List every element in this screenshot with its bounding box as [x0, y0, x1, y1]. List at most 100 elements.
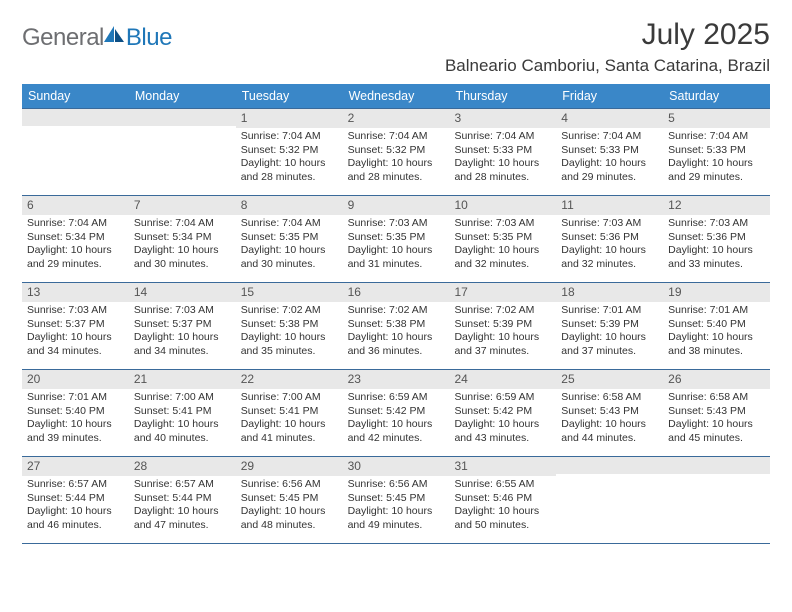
day-content: Sunrise: 7:04 AMSunset: 5:32 PMDaylight:…: [236, 128, 343, 188]
week-row: 6Sunrise: 7:04 AMSunset: 5:34 PMDaylight…: [22, 195, 770, 282]
day-info-line: Daylight: 10 hours: [241, 157, 338, 170]
day-info-line: and 40 minutes.: [134, 432, 231, 445]
day-info-line: Daylight: 10 hours: [134, 505, 231, 518]
day-content: Sunrise: 6:56 AMSunset: 5:45 PMDaylight:…: [236, 476, 343, 536]
day-info-line: Daylight: 10 hours: [454, 157, 551, 170]
day-number: 14: [129, 283, 236, 302]
day-info-line: Daylight: 10 hours: [27, 505, 124, 518]
day-info-line: Sunrise: 7:00 AM: [134, 391, 231, 404]
day-info-line: Sunset: 5:44 PM: [27, 492, 124, 505]
day-info-line: Sunset: 5:36 PM: [668, 231, 765, 244]
day-content: Sunrise: 7:00 AMSunset: 5:41 PMDaylight:…: [236, 389, 343, 449]
day-cell: 9Sunrise: 7:03 AMSunset: 5:35 PMDaylight…: [343, 196, 450, 282]
day-info-line: Sunrise: 7:04 AM: [27, 217, 124, 230]
day-info-line: Sunset: 5:33 PM: [561, 144, 658, 157]
calendar-grid: SundayMondayTuesdayWednesdayThursdayFrid…: [22, 84, 770, 544]
day-info-line: Daylight: 10 hours: [454, 418, 551, 431]
day-of-week-header-row: SundayMondayTuesdayWednesdayThursdayFrid…: [22, 84, 770, 108]
day-content: Sunrise: 6:59 AMSunset: 5:42 PMDaylight:…: [343, 389, 450, 449]
day-cell: 31Sunrise: 6:55 AMSunset: 5:46 PMDayligh…: [449, 457, 556, 543]
day-info-line: Sunrise: 7:04 AM: [668, 130, 765, 143]
day-info-line: Sunset: 5:43 PM: [561, 405, 658, 418]
day-info-line: and 39 minutes.: [27, 432, 124, 445]
day-info-line: Sunset: 5:44 PM: [134, 492, 231, 505]
day-number: 17: [449, 283, 556, 302]
day-number: 2: [343, 109, 450, 128]
day-number: 1: [236, 109, 343, 128]
day-of-week-header: Thursday: [449, 84, 556, 108]
day-content: Sunrise: 7:04 AMSunset: 5:33 PMDaylight:…: [449, 128, 556, 188]
day-content: Sunrise: 7:01 AMSunset: 5:40 PMDaylight:…: [663, 302, 770, 362]
day-info-line: Daylight: 10 hours: [561, 331, 658, 344]
day-content: Sunrise: 7:04 AMSunset: 5:34 PMDaylight:…: [22, 215, 129, 275]
day-info-line: Daylight: 10 hours: [348, 331, 445, 344]
day-info-line: and 49 minutes.: [348, 519, 445, 532]
week-row: 13Sunrise: 7:03 AMSunset: 5:37 PMDayligh…: [22, 282, 770, 369]
day-info-line: Sunset: 5:37 PM: [27, 318, 124, 331]
day-content: Sunrise: 7:01 AMSunset: 5:39 PMDaylight:…: [556, 302, 663, 362]
day-info-line: and 46 minutes.: [27, 519, 124, 532]
day-cell: 27Sunrise: 6:57 AMSunset: 5:44 PMDayligh…: [22, 457, 129, 543]
day-info-line: Sunrise: 7:03 AM: [668, 217, 765, 230]
day-info-line: and 28 minutes.: [241, 171, 338, 184]
day-cell: 29Sunrise: 6:56 AMSunset: 5:45 PMDayligh…: [236, 457, 343, 543]
day-info-line: and 45 minutes.: [668, 432, 765, 445]
day-info-line: Sunset: 5:38 PM: [241, 318, 338, 331]
day-of-week-header: Friday: [556, 84, 663, 108]
day-info-line: Daylight: 10 hours: [668, 244, 765, 257]
day-info-line: Sunrise: 7:02 AM: [454, 304, 551, 317]
logo-text-blue: Blue: [126, 24, 172, 52]
day-content: Sunrise: 6:56 AMSunset: 5:45 PMDaylight:…: [343, 476, 450, 536]
day-number: 25: [556, 370, 663, 389]
day-number: [663, 457, 770, 474]
day-number: 11: [556, 196, 663, 215]
location-subtitle: Balneario Camboriu, Santa Catarina, Braz…: [445, 56, 770, 76]
day-cell: 1Sunrise: 7:04 AMSunset: 5:32 PMDaylight…: [236, 109, 343, 195]
day-content: Sunrise: 7:04 AMSunset: 5:33 PMDaylight:…: [556, 128, 663, 188]
day-number: 7: [129, 196, 236, 215]
day-info-line: and 29 minutes.: [27, 258, 124, 271]
day-info-line: Sunset: 5:42 PM: [348, 405, 445, 418]
day-info-line: Daylight: 10 hours: [668, 331, 765, 344]
day-info-line: Daylight: 10 hours: [27, 244, 124, 257]
day-of-week-header: Monday: [129, 84, 236, 108]
day-number: 8: [236, 196, 343, 215]
day-content: Sunrise: 7:04 AMSunset: 5:33 PMDaylight:…: [663, 128, 770, 188]
day-number: 29: [236, 457, 343, 476]
day-info-line: Sunrise: 6:57 AM: [134, 478, 231, 491]
day-info-line: Sunrise: 7:04 AM: [454, 130, 551, 143]
day-content: Sunrise: 7:04 AMSunset: 5:32 PMDaylight:…: [343, 128, 450, 188]
day-of-week-header: Wednesday: [343, 84, 450, 108]
day-content: Sunrise: 7:03 AMSunset: 5:35 PMDaylight:…: [343, 215, 450, 275]
day-info-line: and 34 minutes.: [134, 345, 231, 358]
day-cell: [22, 109, 129, 195]
day-number: 4: [556, 109, 663, 128]
day-content: Sunrise: 7:04 AMSunset: 5:35 PMDaylight:…: [236, 215, 343, 275]
day-info-line: Daylight: 10 hours: [348, 157, 445, 170]
day-cell: 16Sunrise: 7:02 AMSunset: 5:38 PMDayligh…: [343, 283, 450, 369]
day-content: [22, 126, 129, 132]
day-info-line: Daylight: 10 hours: [134, 418, 231, 431]
day-info-line: Sunset: 5:41 PM: [134, 405, 231, 418]
day-info-line: and 36 minutes.: [348, 345, 445, 358]
day-content: Sunrise: 7:03 AMSunset: 5:37 PMDaylight:…: [129, 302, 236, 362]
day-info-line: Sunset: 5:45 PM: [241, 492, 338, 505]
week-row: 20Sunrise: 7:01 AMSunset: 5:40 PMDayligh…: [22, 369, 770, 456]
month-title: July 2025: [445, 18, 770, 52]
day-info-line: Sunrise: 6:57 AM: [27, 478, 124, 491]
day-info-line: Daylight: 10 hours: [454, 505, 551, 518]
day-info-line: Sunset: 5:38 PM: [348, 318, 445, 331]
day-info-line: and 30 minutes.: [241, 258, 338, 271]
day-number: 16: [343, 283, 450, 302]
day-number: 9: [343, 196, 450, 215]
day-content: Sunrise: 7:03 AMSunset: 5:35 PMDaylight:…: [449, 215, 556, 275]
day-cell: 21Sunrise: 7:00 AMSunset: 5:41 PMDayligh…: [129, 370, 236, 456]
day-number: 10: [449, 196, 556, 215]
day-info-line: Sunrise: 7:04 AM: [134, 217, 231, 230]
day-content: Sunrise: 6:55 AMSunset: 5:46 PMDaylight:…: [449, 476, 556, 536]
day-info-line: Daylight: 10 hours: [454, 331, 551, 344]
day-cell: 6Sunrise: 7:04 AMSunset: 5:34 PMDaylight…: [22, 196, 129, 282]
day-info-line: and 38 minutes.: [668, 345, 765, 358]
day-info-line: and 32 minutes.: [454, 258, 551, 271]
day-info-line: Sunset: 5:42 PM: [454, 405, 551, 418]
